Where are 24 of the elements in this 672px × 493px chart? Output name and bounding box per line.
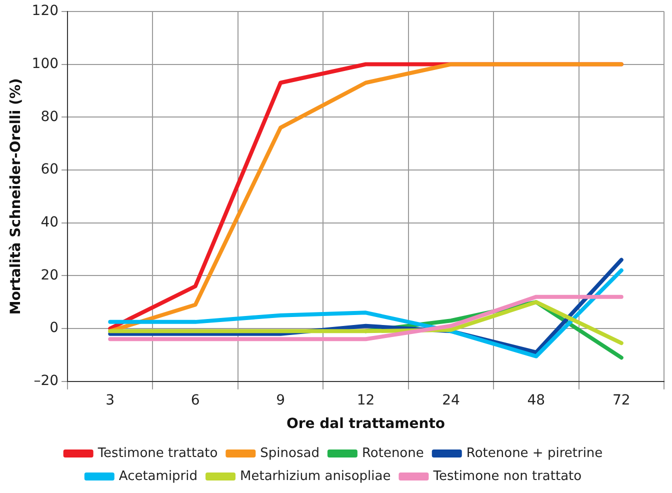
x-tick-label: 6 (190, 392, 200, 408)
legend-label: Testimone trattato (96, 446, 218, 461)
y-tick-label: 0 (50, 320, 59, 336)
x-tick-label: 9 (276, 392, 286, 408)
x-tick-label: 12 (356, 392, 375, 408)
y-tick-label: 100 (32, 56, 59, 72)
y-tick-label: –20 (34, 373, 59, 390)
legend-label: Acetamiprid (118, 468, 198, 484)
y-tick-label: 20 (40, 267, 59, 284)
legend-label: Rotenone + piretrine (466, 446, 603, 461)
y-tick-label: 120 (32, 3, 59, 20)
legend-label: Metarhizium anisopliae (240, 468, 391, 484)
y-tick-label: 40 (40, 214, 59, 230)
y-tick-label: 80 (40, 108, 59, 125)
x-tick-label: 24 (442, 392, 460, 408)
legend-label: Spinosad (260, 446, 320, 461)
x-axis-title: Ore dal trattamento (286, 416, 446, 432)
legend-label: Testimone non trattato (432, 468, 582, 484)
y-axis-title: Mortalità Schneider-Orelli (%) (8, 78, 24, 315)
x-tick-label: 72 (612, 392, 630, 408)
y-tick-label: 60 (40, 162, 59, 178)
legend-label: Rotenone (362, 446, 424, 461)
x-tick-label: 3 (106, 392, 115, 408)
x-tick-label: 48 (527, 392, 546, 408)
